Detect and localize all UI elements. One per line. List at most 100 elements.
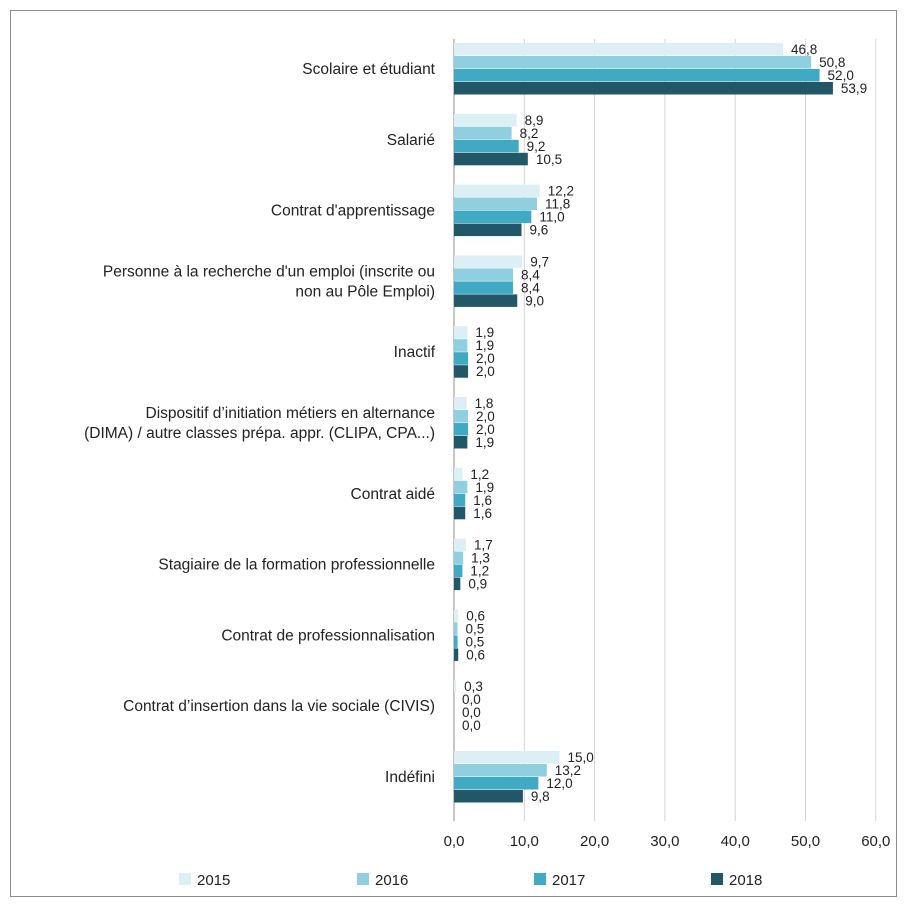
category-label: Scolaire et étudiant — [302, 61, 435, 78]
x-tick-label: 50,0 — [791, 833, 820, 850]
category-label: Dispositif d’initiation métiers en alter… — [146, 405, 435, 422]
data-label: 15,0 — [567, 750, 593, 765]
data-label: 11,8 — [545, 197, 570, 212]
bar-2015-3 — [454, 255, 523, 268]
bar-2018-1 — [454, 152, 528, 166]
bar-2015-1 — [454, 113, 517, 127]
bar-2016-7 — [454, 551, 464, 565]
bar-2017-2 — [454, 210, 532, 224]
data-label: 9,7 — [530, 254, 549, 269]
bar-chart: 46,850,852,053,9 8,98,29,210,5 12,211,811,… — [84, 39, 891, 889]
bar-2018-4 — [454, 365, 469, 378]
category-label: Inactif — [394, 344, 436, 361]
category-label: Contrat aidé — [351, 486, 435, 503]
category-label: Contrat de professionnalisation — [221, 627, 435, 644]
bar-2015-2 — [454, 184, 540, 198]
bar-2017-10 — [454, 777, 539, 790]
bar-2017-7 — [454, 564, 463, 578]
data-label: 0,6 — [466, 647, 485, 662]
bar-2015-9 — [454, 680, 457, 693]
data-label: 0,3 — [464, 679, 483, 694]
data-label: 12,0 — [546, 776, 572, 791]
bar-2015-0 — [454, 43, 784, 56]
bar-2015-7 — [454, 538, 466, 552]
bar-2018-2 — [454, 223, 522, 237]
data-label: 12,2 — [548, 184, 574, 199]
bar-2015-8 — [454, 609, 459, 622]
bar-2018-10 — [454, 790, 523, 803]
bar-2016-8 — [454, 622, 458, 635]
category-labels: Scolaire et étudiant Salarié Contrat d'app… — [84, 61, 436, 786]
category-label: Indéfini — [385, 769, 435, 786]
category-label: Salarié — [387, 132, 435, 149]
data-label: 1,9 — [475, 435, 494, 450]
legend-label-2017: 2017 — [552, 872, 585, 889]
bar-2015-4 — [454, 326, 468, 339]
legend-swatch-2017 — [534, 873, 546, 885]
legend-label-2018: 2018 — [729, 872, 762, 889]
bars — [454, 43, 833, 803]
data-label: 52,0 — [828, 68, 854, 83]
x-axis-ticks: 0,0 10,0 20,0 30,0 40,0 50,0 60,0 — [444, 833, 891, 850]
category-label: Stagiaire de la formation professionnell… — [158, 557, 435, 574]
data-label: 0,9 — [468, 577, 487, 592]
bar-2017-8 — [454, 635, 458, 648]
bar-2018-8 — [454, 648, 459, 661]
category-label: Contrat d’insertion dans la vie sociale … — [123, 698, 435, 715]
data-label: 1,8 — [475, 396, 494, 411]
bar-2018-0 — [454, 82, 833, 95]
bar-2018-7 — [454, 577, 461, 591]
x-tick-label: 60,0 — [861, 833, 890, 850]
bar-2017-5 — [454, 423, 469, 436]
data-label: 0,6 — [466, 608, 485, 623]
data-label: 0,0 — [462, 718, 481, 733]
data-label: 8,4 — [521, 280, 540, 295]
data-label: 1,2 — [470, 467, 489, 482]
data-label: 1,3 — [471, 551, 490, 566]
data-label: 2,0 — [476, 351, 495, 366]
data-label: 2,0 — [476, 409, 495, 424]
data-label: 1,9 — [475, 325, 494, 340]
bar-2016-5 — [454, 410, 469, 423]
data-label: 13,2 — [555, 763, 581, 778]
data-label: 11,0 — [539, 210, 564, 225]
data-label: 9,2 — [527, 139, 546, 154]
bar-2016-10 — [454, 764, 547, 777]
bar-2015-6 — [454, 467, 463, 481]
data-label: 9,8 — [531, 789, 550, 804]
data-label: 50,8 — [819, 55, 845, 70]
x-tick-label: 0,0 — [444, 833, 465, 850]
bar-2015-5 — [454, 397, 467, 410]
bar-2016-0 — [454, 56, 812, 69]
category-label: Personne à la recherche d'un emploi (ins… — [103, 263, 435, 280]
category-label: Contrat d'apprentissage — [271, 203, 435, 220]
bar-2016-6 — [454, 480, 468, 494]
data-label: 2,0 — [476, 422, 495, 437]
x-tick-label: 30,0 — [650, 833, 679, 850]
legend: 2015 2016 2017 2018 — [179, 872, 762, 889]
data-label: 10,5 — [536, 152, 562, 167]
bar-2016-3 — [454, 268, 514, 281]
bar-2017-3 — [454, 281, 514, 294]
bar-2016-1 — [454, 126, 512, 140]
bar-2017-1 — [454, 139, 519, 153]
data-label: 9,6 — [529, 223, 548, 238]
legend-swatch-2018 — [711, 873, 723, 885]
data-label: 0,0 — [462, 705, 481, 720]
data-label: 0,5 — [466, 621, 485, 636]
bar-2015-10 — [454, 751, 560, 764]
data-label: 53,9 — [841, 81, 867, 96]
x-tick-label: 10,0 — [510, 833, 539, 850]
data-label: 1,6 — [473, 506, 492, 521]
data-label: 1,7 — [474, 538, 493, 553]
data-label: 8,4 — [521, 267, 540, 282]
legend-label-2016: 2016 — [375, 872, 408, 889]
legend-swatch-2016 — [357, 873, 369, 885]
data-label: 1,2 — [470, 564, 489, 579]
data-label: 46,8 — [791, 42, 817, 57]
data-label: 2,0 — [476, 364, 495, 379]
legend-swatch-2015 — [179, 873, 191, 885]
data-label: 9,0 — [525, 293, 544, 308]
bar-2018-6 — [454, 506, 466, 520]
category-label: non au Pôle Emploi) — [295, 283, 435, 300]
